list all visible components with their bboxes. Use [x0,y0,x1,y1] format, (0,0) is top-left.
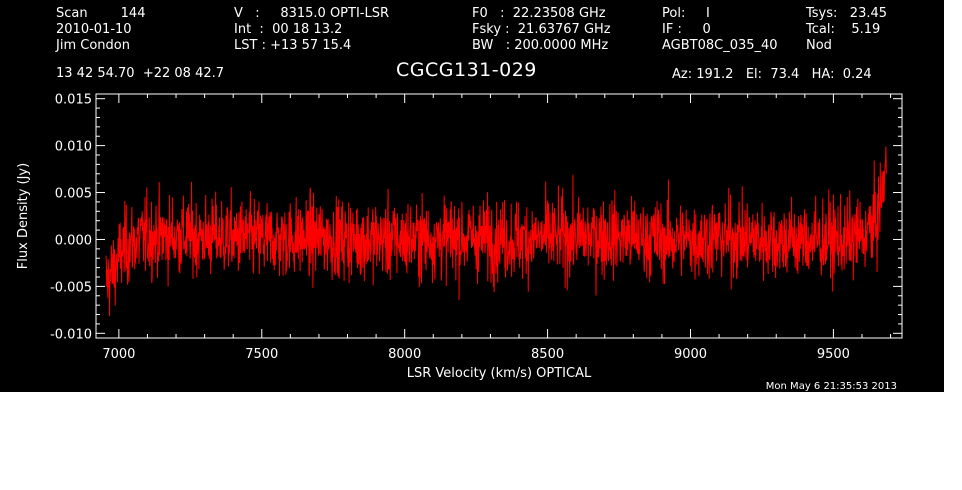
x-tick-label: 9500 [817,347,850,362]
y-tick-label: 0.005 [55,187,92,202]
x-tick-label: 7500 [245,347,278,362]
y-tick-label: 0.015 [55,93,92,108]
source-coordinates: 13 42 54.70 +22 08 42.7 [56,66,225,81]
x-tick-label: 7000 [102,347,135,362]
x-tick-label: 9000 [674,347,707,362]
y-tick-label: 0.000 [55,233,92,248]
axis-ticks [96,94,902,338]
spectrum-line [105,146,887,317]
plot-frame [95,93,903,339]
x-axis-label: LSR Velocity (km/s) OPTICAL [407,366,592,381]
if-number: IF : 0 [662,22,711,37]
project-id: AGBT08C_035_40 [662,38,778,53]
spectrum-trace [105,146,887,317]
cal-temperature: Tcal: 5.19 [806,22,881,37]
observation-date: 2010-01-10 [56,22,132,37]
source-name: CGCG131-029 [396,59,537,81]
scan-number: Scan 144 [56,6,146,21]
polarization: Pol: I [662,6,710,21]
lst-info: LST : +13 57 15.4 [234,38,352,53]
spectrum-chart: LSR Velocity (km/s) OPTICAL Flux Density… [16,93,903,392]
sky-frequency: Fsky : 21.63767 GHz [472,22,611,37]
system-temperature: Tsys: 23.45 [806,6,888,21]
spectrum-panel: Scan 144 2010-01-10 Jim Condon V : 8315.… [0,0,944,392]
x-tick-label: 8500 [531,347,564,362]
y-tick-label: -0.005 [50,280,92,295]
bandwidth: BW : 200.0000 MHz [472,38,609,53]
velocity-info: V : 8315.0 OPTI-LSR [234,6,390,21]
y-tick-label: 0.010 [55,140,92,155]
integration-time: Int : 00 18 13.2 [234,22,343,37]
timestamp: Mon May 6 21:35:53 2013 [766,381,897,392]
observing-mode: Nod [806,38,832,53]
pointing-info: Az: 191.2 El: 73.4 HA: 0.24 [672,67,872,82]
y-axis-label: Flux Density (Jy) [16,163,31,269]
rest-frequency: F0 : 22.23508 GHz [472,6,606,21]
observer-name: Jim Condon [56,38,130,53]
y-tick-label: -0.010 [50,327,92,342]
x-tick-label: 8000 [388,347,421,362]
